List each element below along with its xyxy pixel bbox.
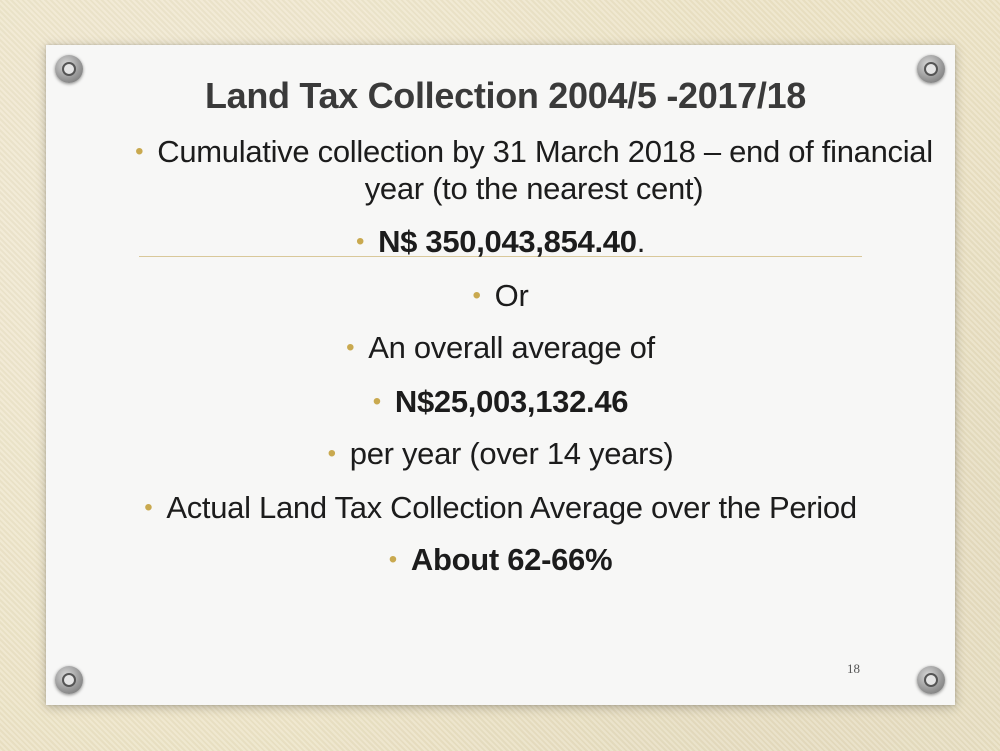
- bullet-dot-icon: •: [327, 440, 336, 467]
- bullet-cumulative-collection: • Cumulative collection by 31 March 2018 …: [119, 135, 949, 206]
- slide-card: Land Tax Collection 2004/5 -2017/18 • Cum…: [46, 45, 955, 705]
- bullet-text-continued: year (to the nearest cent): [364, 171, 704, 206]
- bullet-dot-icon: •: [472, 282, 481, 309]
- bullet-text: Cumulative collection by 31 March 2018 –…: [157, 134, 933, 169]
- bullet-overall-average: • An overall average of: [46, 331, 955, 368]
- bullet-dot-icon: •: [144, 494, 153, 521]
- bullet-actual-average: • Actual Land Tax Collection Average over…: [46, 491, 955, 528]
- bullet-dot-icon: •: [388, 546, 397, 573]
- pin-icon: [55, 55, 83, 83]
- bullet-text: An overall average of: [368, 330, 655, 365]
- bullet-dot-icon: •: [346, 334, 355, 361]
- bullet-dot-icon: •: [135, 138, 144, 165]
- bullet-total-amount: • N$ 350,043,854.40.: [46, 225, 955, 262]
- bullet-dot-icon: •: [372, 388, 381, 415]
- bullet-dot-icon: •: [355, 228, 365, 255]
- bullet-text: per year (over 14 years): [349, 436, 674, 471]
- bullet-percentage: • About 62-66%: [46, 543, 955, 580]
- divider: [139, 256, 862, 257]
- pin-icon: [917, 55, 945, 83]
- percentage-value: About 62-66%: [410, 542, 613, 577]
- total-amount-suffix: .: [636, 224, 646, 259]
- average-amount-value: N$25,003,132.46: [394, 384, 629, 419]
- slide-title: Land Tax Collection 2004/5 -2017/18: [204, 75, 807, 116]
- bullet-text: Actual Land Tax Collection Average over …: [166, 490, 857, 525]
- total-amount-value: N$ 350,043,854.40: [378, 224, 637, 259]
- page-number: 18: [847, 661, 860, 676]
- bullet-per-year: • per year (over 14 years): [46, 437, 955, 474]
- bullet-or: • Or: [46, 279, 955, 316]
- bullet-text: Or: [494, 278, 529, 313]
- pin-icon: [917, 666, 945, 694]
- pin-icon: [55, 666, 83, 694]
- bullet-average-amount: • N$25,003,132.46: [46, 385, 955, 422]
